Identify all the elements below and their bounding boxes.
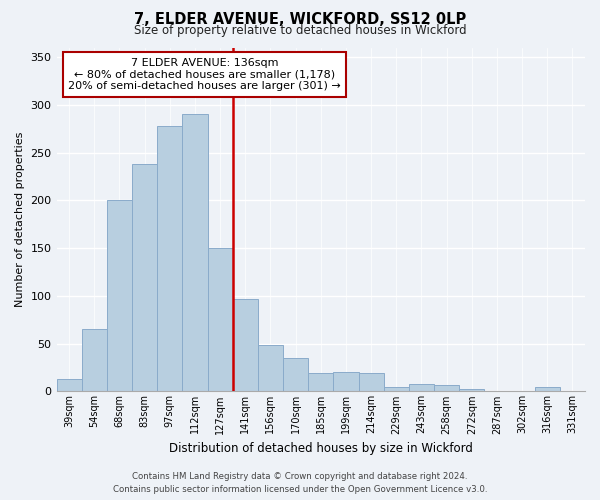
Bar [208, 248, 233, 392]
Text: 7 ELDER AVENUE: 136sqm
← 80% of detached houses are smaller (1,178)
20% of semi-: 7 ELDER AVENUE: 136sqm ← 80% of detached… [68, 58, 341, 91]
Bar [283, 358, 308, 392]
Bar [383, 386, 409, 392]
Bar [132, 164, 157, 392]
Bar [459, 390, 484, 392]
Bar [182, 114, 208, 392]
Bar [334, 372, 359, 392]
Bar [409, 384, 434, 392]
Bar [359, 373, 383, 392]
Text: Size of property relative to detached houses in Wickford: Size of property relative to detached ho… [134, 24, 466, 37]
Bar [82, 330, 107, 392]
Bar [56, 379, 82, 392]
Text: 7, ELDER AVENUE, WICKFORD, SS12 0LP: 7, ELDER AVENUE, WICKFORD, SS12 0LP [134, 12, 466, 28]
Bar [434, 384, 459, 392]
Y-axis label: Number of detached properties: Number of detached properties [15, 132, 25, 307]
Text: Contains HM Land Registry data © Crown copyright and database right 2024.
Contai: Contains HM Land Registry data © Crown c… [113, 472, 487, 494]
X-axis label: Distribution of detached houses by size in Wickford: Distribution of detached houses by size … [169, 442, 473, 455]
Bar [233, 298, 258, 392]
Bar [258, 344, 283, 392]
Bar [308, 373, 334, 392]
Bar [107, 200, 132, 392]
Bar [157, 126, 182, 392]
Bar [535, 386, 560, 392]
